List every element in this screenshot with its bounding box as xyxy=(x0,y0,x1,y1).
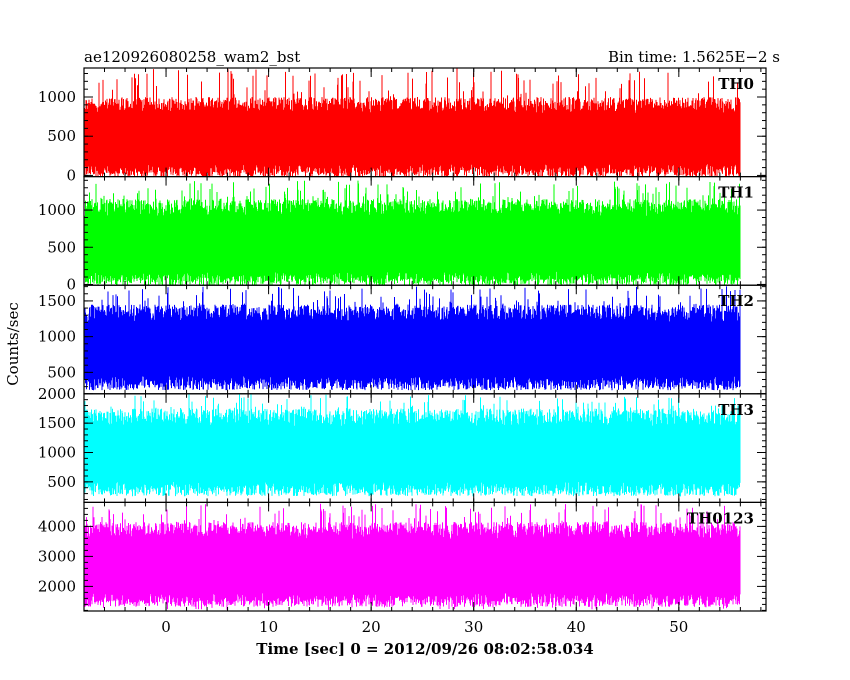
figure-title-left: ae120926080258_wam2_bst xyxy=(84,48,300,66)
x-tick-label: 50 xyxy=(669,618,688,636)
y-tick-label: 1000 xyxy=(38,328,76,346)
x-tick-label: 30 xyxy=(464,618,483,636)
x-tick-label: 10 xyxy=(259,618,278,636)
panel-th0: 0 500 1000 TH0 xyxy=(38,67,767,184)
panel-th1: 0 500 1000 TH1 xyxy=(38,176,767,293)
y-tick-label: 2000 xyxy=(38,385,76,403)
y-axis-label: Counts/sec xyxy=(4,302,22,386)
y-tick-label: 1000 xyxy=(38,88,76,106)
y-tick-label: 0 xyxy=(66,275,76,293)
panel-label-th0: TH0 xyxy=(718,75,754,93)
series-th2 xyxy=(83,286,741,391)
y-tick-label: 500 xyxy=(47,363,76,381)
panel-th0123: 2000 3000 4000 TH0123 xyxy=(38,501,767,612)
panel-label-th0123: TH0123 xyxy=(687,509,754,527)
panel-th2: 500 1000 1500 TH2 xyxy=(38,284,767,395)
x-tick-label: 20 xyxy=(362,618,381,636)
y-tick-label: 1500 xyxy=(38,292,76,310)
y-tick-label: 500 xyxy=(47,473,76,491)
series-th1 xyxy=(83,180,741,286)
y-tick-label: 500 xyxy=(47,127,76,145)
series-th0 xyxy=(83,68,741,177)
panel-label-th1: TH1 xyxy=(718,184,754,202)
x-tick-label: 40 xyxy=(567,618,586,636)
x-axis-label: Time [sec] 0 = 2012/09/26 08:02:58.034 xyxy=(256,640,593,658)
x-tick-label: 0 xyxy=(161,618,171,636)
panel-th3: 500 1000 1500 2000 TH3 xyxy=(38,385,767,503)
y-tick-label: 1000 xyxy=(38,444,76,462)
panel-label-th2: TH2 xyxy=(718,292,754,310)
figure-title-right: Bin time: 1.5625E−2 s xyxy=(608,48,780,66)
y-tick-label: 0 xyxy=(66,166,76,184)
y-tick-label: 1500 xyxy=(38,414,76,432)
y-tick-label: 1000 xyxy=(38,201,76,219)
y-tick-label: 3000 xyxy=(38,547,76,565)
series-th3 xyxy=(83,394,741,497)
series-th0123 xyxy=(83,503,741,610)
panel-label-th3: TH3 xyxy=(718,401,754,419)
y-tick-label: 4000 xyxy=(38,517,76,535)
y-tick-label: 500 xyxy=(47,238,76,256)
y-tick-label: 2000 xyxy=(38,577,76,595)
